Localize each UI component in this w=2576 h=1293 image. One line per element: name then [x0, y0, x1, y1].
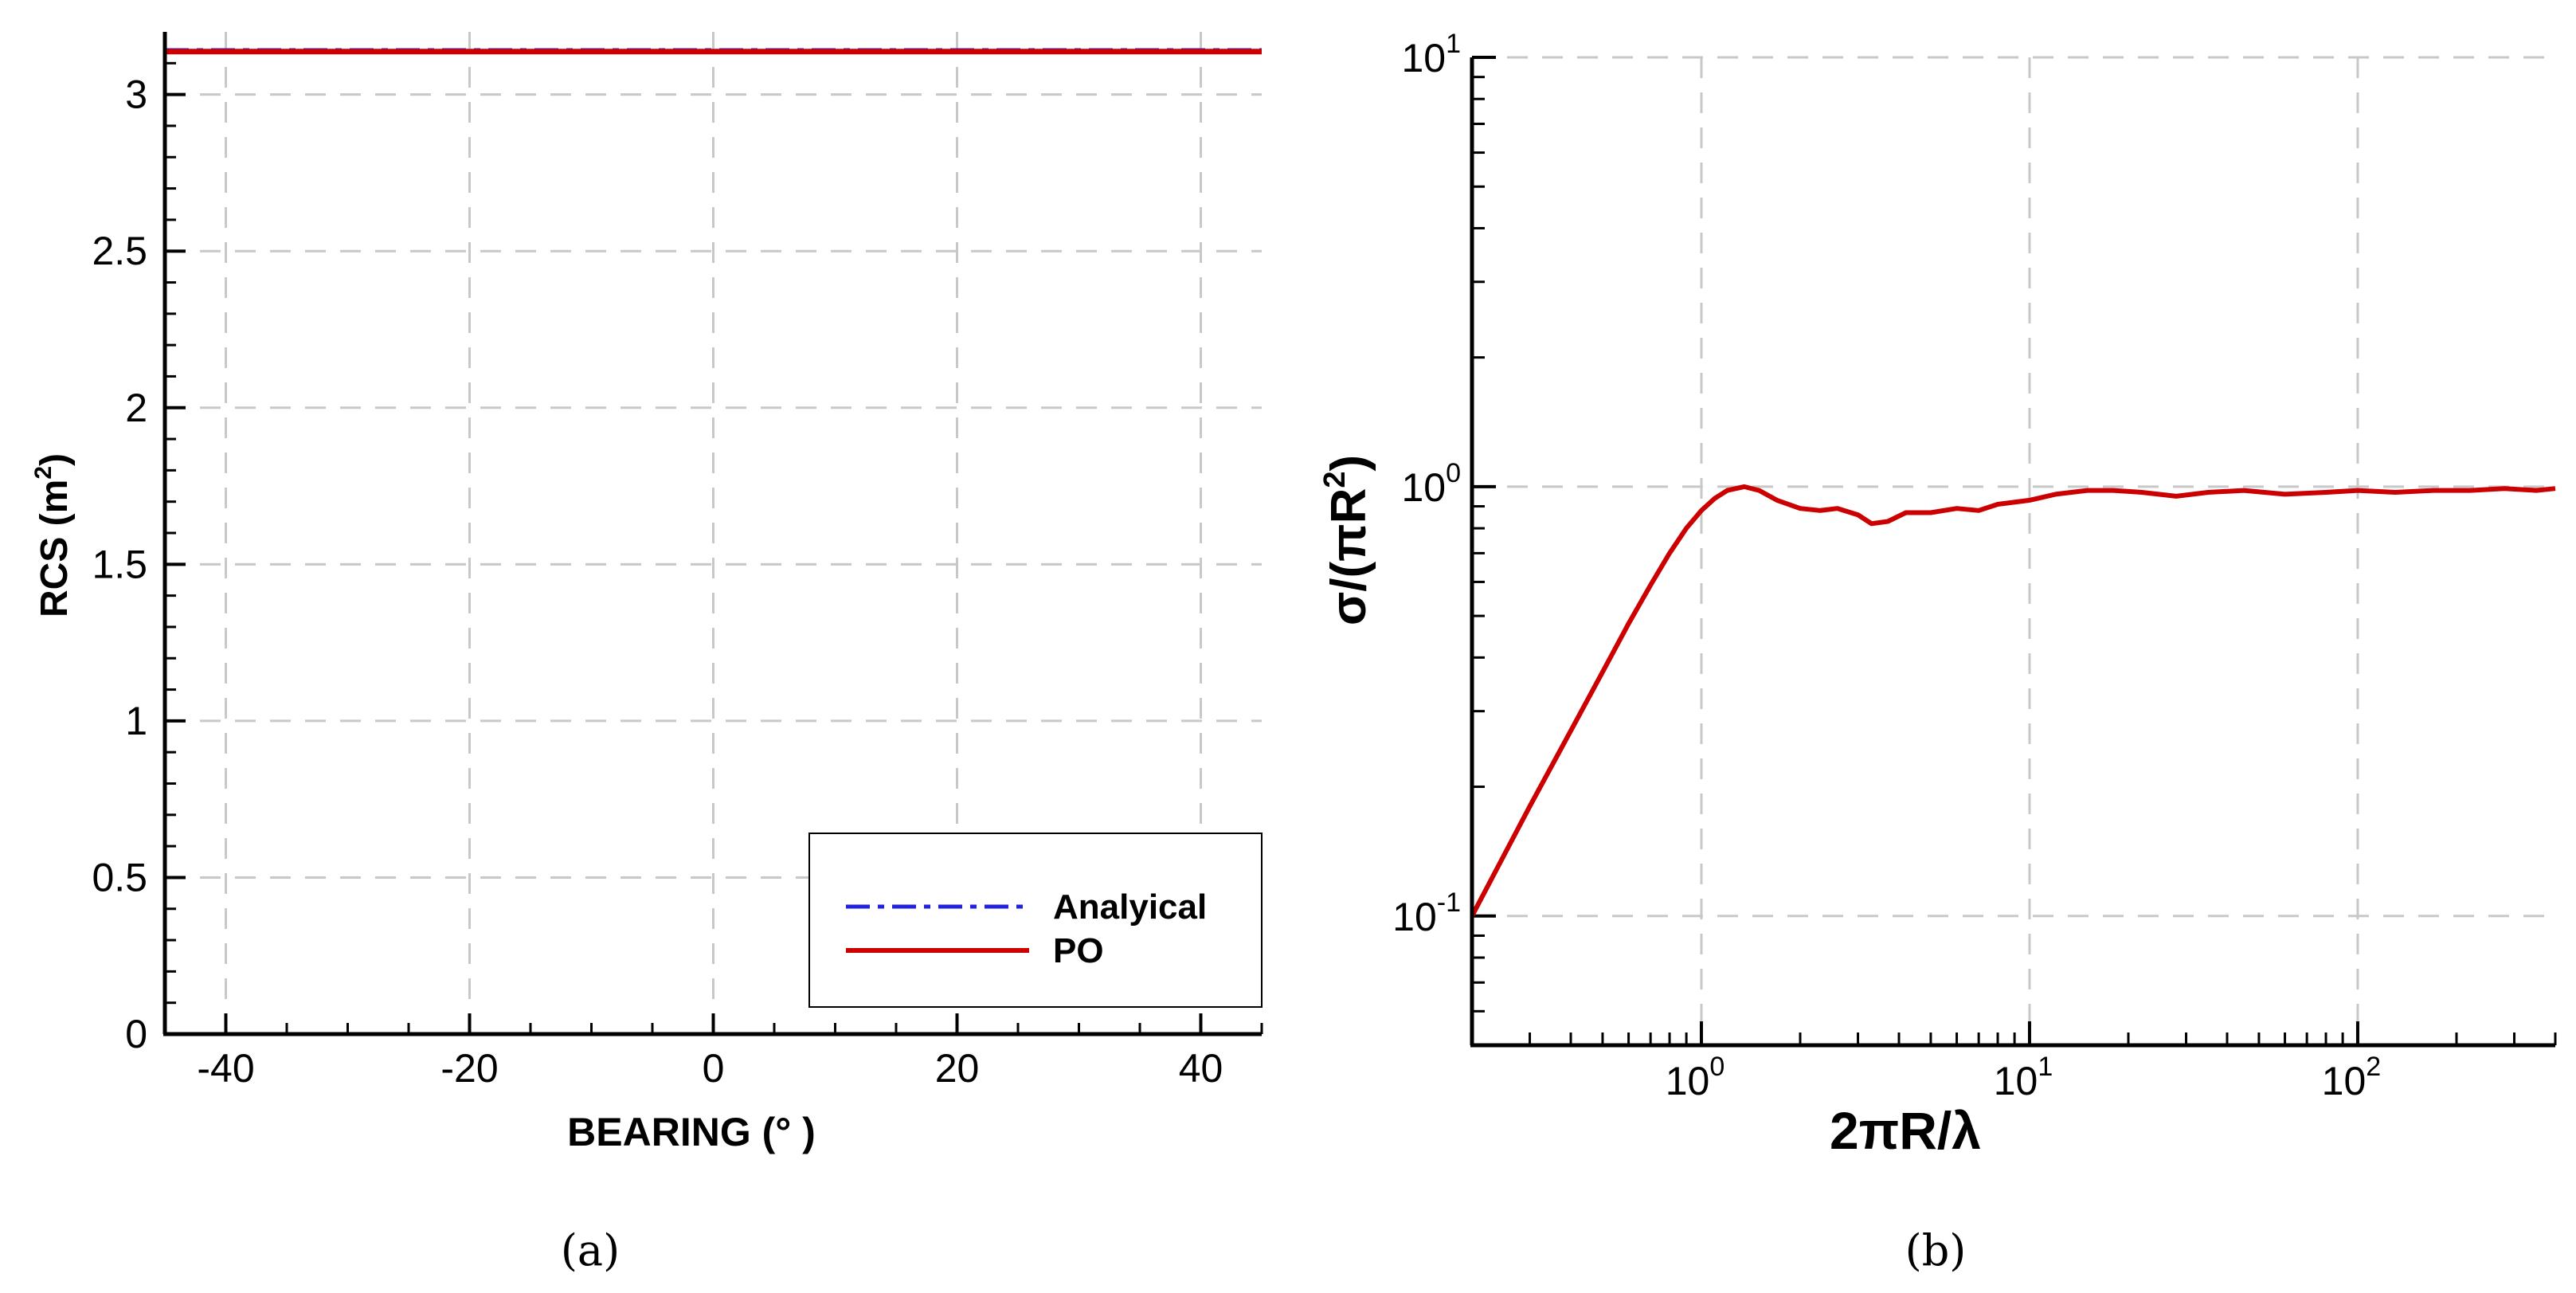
x-tick-label: 100	[1666, 1052, 1725, 1103]
y-tick-label: 2	[125, 386, 147, 430]
x-axis-label-b: 2πR/λ	[1830, 1101, 1981, 1160]
x-tick-label: -20	[440, 1046, 498, 1091]
y-tick-label: 10-1	[1392, 887, 1461, 939]
panel-b-chart: 100 101 102 10-1 100 101	[1392, 29, 2557, 1103]
x-axis-label-a: BEARING (° )	[567, 1110, 816, 1154]
panel-label-b: (b)	[1905, 1225, 1967, 1275]
y-axis-label-a: RCS (m2)	[30, 453, 76, 617]
y-tick-label: 2.5	[92, 229, 147, 273]
x-tick-label: 20	[935, 1046, 980, 1091]
y-tick-label: 101	[1401, 29, 1461, 80]
x-tick-label: 0	[703, 1046, 725, 1091]
y-axis-label-b: σ/(πR2)	[1318, 455, 1376, 625]
panel-a-chart: -40 -20 0 20 40 0 0.5 1 1.5 2 2.5 3	[92, 32, 1263, 1091]
y-tick-label: 100	[1401, 458, 1461, 510]
legend-label-analytical: Analyical	[1053, 887, 1207, 927]
x-tick-label: 40	[1179, 1046, 1223, 1091]
y-tick-label: 1	[125, 699, 147, 743]
x-tick-label: -40	[197, 1046, 254, 1091]
legend-box	[808, 833, 1263, 1008]
legend: Analyical PO	[808, 833, 1263, 1008]
y-tick-label: 3	[125, 72, 147, 117]
y-tick-label: 0	[125, 1012, 147, 1056]
x-tick-label: 101	[1994, 1052, 2053, 1103]
y-tick-label: 1.5	[92, 542, 147, 586]
y-tick-label: 0.5	[92, 855, 147, 899]
x-tick-label: 102	[2322, 1052, 2382, 1103]
legend-label-po: PO	[1053, 931, 1104, 970]
series-line-po	[1470, 484, 2556, 918]
panel-label-a: (a)	[561, 1225, 620, 1275]
